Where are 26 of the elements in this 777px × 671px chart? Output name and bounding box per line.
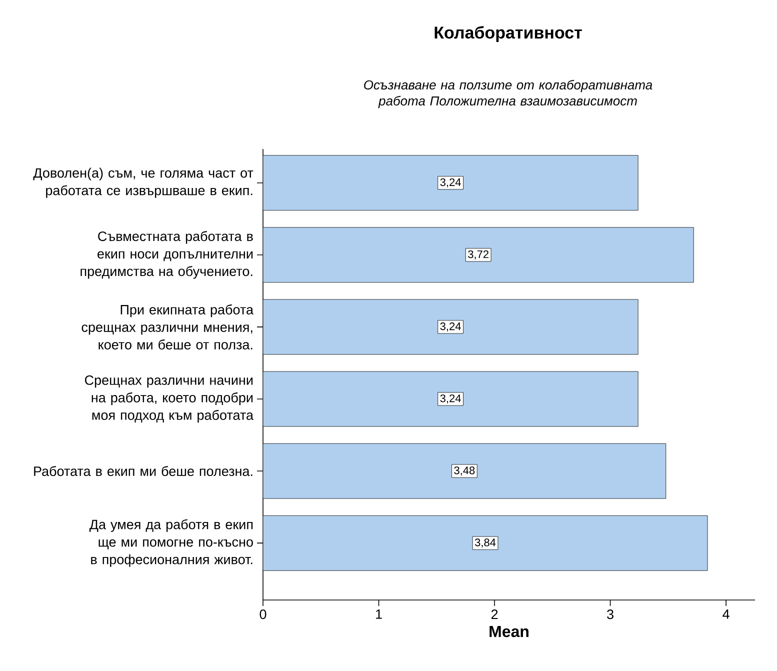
y-tick-label: Работата в екип ми беше полезна. [34,466,252,476]
chart-title: Колаборативност [434,26,582,42]
bar [263,155,638,211]
bar [263,299,638,355]
bar [263,227,694,283]
y-tick-label: Съвместната работата в екип носи допълнителни предимства на обучението. [80,231,253,279]
bar [263,515,708,571]
x-tick-label: 2 [491,610,498,619]
x-tick-label: 4 [722,610,730,619]
data-label: 3,24 [440,322,461,332]
x-axis-title: Mean [490,626,528,638]
x-tick-label: 1 [376,610,382,619]
bar [263,443,666,499]
data-label: 3,48 [454,466,475,476]
x-tick-label: 0 [260,610,266,620]
data-label: 3,84 [474,538,496,548]
x-tick-label: 3 [607,610,614,620]
y-tick-label: Срещнах различни начини на работа, което подобри моя подход към работата [84,375,254,423]
chart-subtitle: Осъзнаване на ползите от колаборативната работа Положителна взаимозависимост [364,80,652,108]
data-label: 3,72 [468,250,488,260]
data-label: 3,24 [440,178,461,188]
bar [263,371,638,427]
data-label: 3,24 [440,394,461,404]
y-tick-label: Да умея да работя в екип ще ми помогне по-късно в професионалния живот. [89,519,253,567]
y-tick-label: Доволен(а) съм, че голяма част от работата се извършваше в екип. [33,168,254,198]
y-tick-label: При екипната работа срещнах различни мнения, което ми беше от полза. [82,304,254,350]
